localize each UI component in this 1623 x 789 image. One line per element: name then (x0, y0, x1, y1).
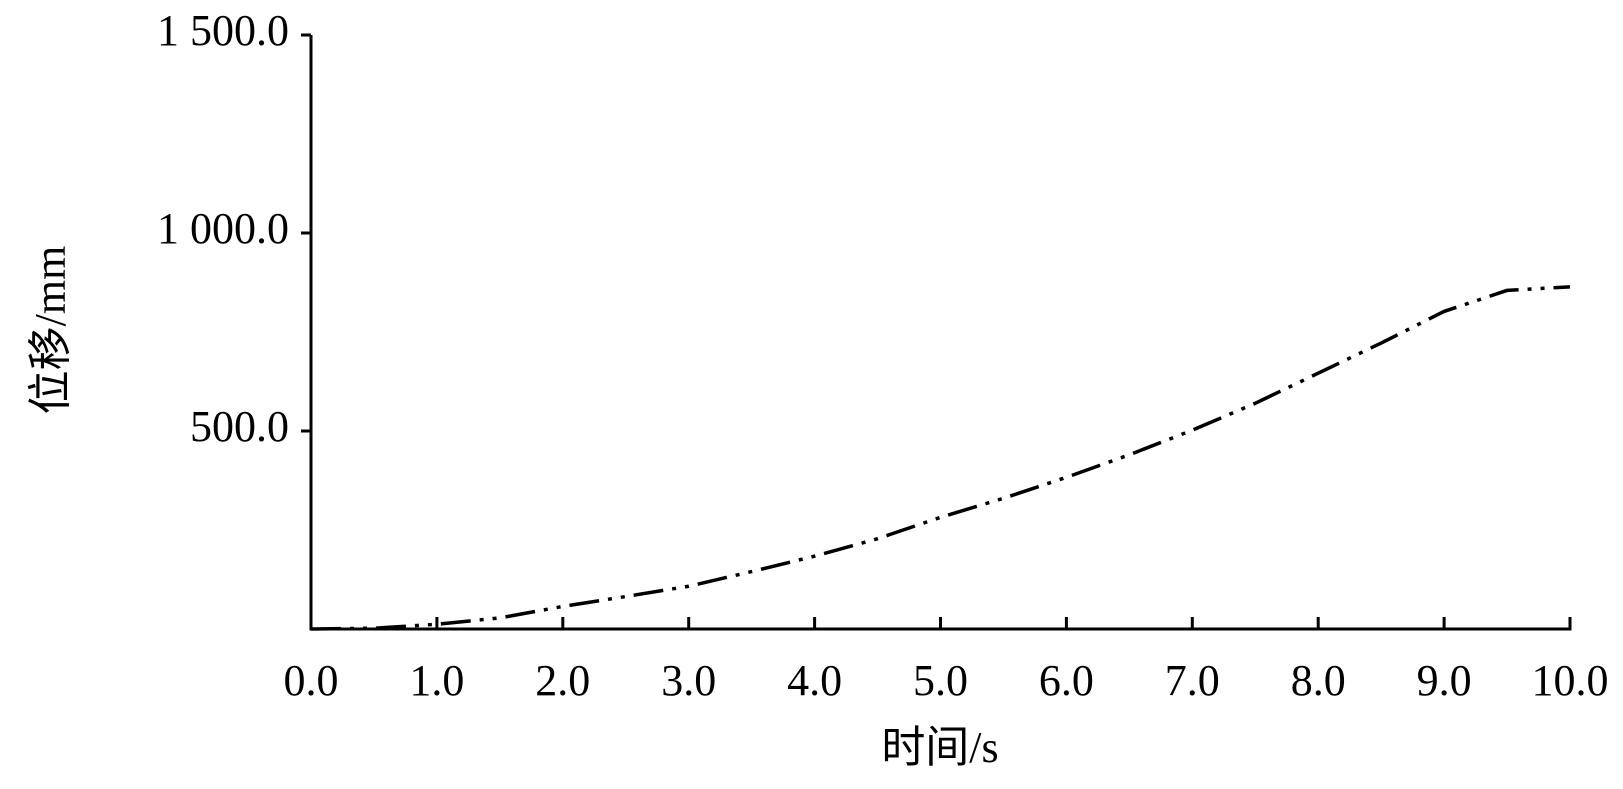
y-tick-label: 500.0 (190, 402, 289, 451)
x-tick-label: 6.0 (1039, 656, 1094, 705)
data-line (310, 285, 1571, 631)
x-tick-label: 10.0 (1532, 656, 1609, 705)
y-tick-label: 1 500.0 (157, 6, 289, 55)
x-tick-label: 7.0 (1165, 656, 1220, 705)
x-tick-label: 8.0 (1291, 656, 1346, 705)
x-axis-label: 时间/s (881, 723, 998, 772)
x-tick-label: 2.0 (535, 656, 590, 705)
x-tick-label: 1.0 (409, 656, 464, 705)
x-tick-label: 0.0 (284, 656, 339, 705)
x-tick-label: 4.0 (787, 656, 842, 705)
y-tick-label: 1 000.0 (157, 204, 289, 253)
y-axis-label: 位移/mm (26, 246, 75, 415)
x-tick-label: 5.0 (913, 656, 968, 705)
x-tick-label: 9.0 (1417, 656, 1472, 705)
x-tick-label: 3.0 (661, 656, 716, 705)
